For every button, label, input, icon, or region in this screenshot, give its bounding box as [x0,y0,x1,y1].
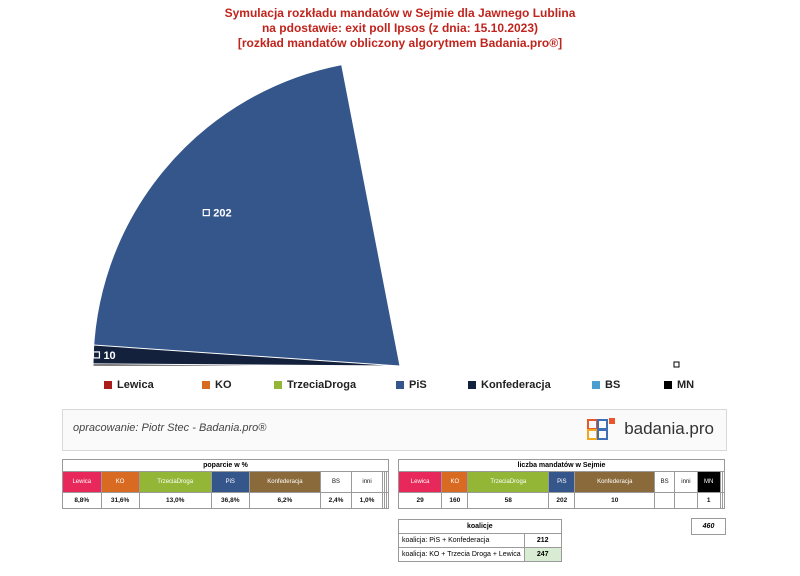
seats-value-cell [674,492,698,509]
support-party-cell: TrzeciaDroga [138,471,212,493]
badania-logo-text: badania.pro [624,419,714,438]
seats-value-cell: 160 [441,492,469,509]
coalition-row: koalicja: KO + Trzecia Droga + Lewica 247 [398,547,562,562]
support-header: poparcie w % [62,459,389,472]
support-party-cell: PiS [210,471,250,493]
legend-swatch [202,381,210,389]
slice-label-konfederacja: 10 [92,350,116,362]
support-party-cell: Konfederacja [248,471,322,493]
legend-item-bs: BS [592,378,620,392]
badania-logo: badania.pro [586,416,714,442]
svg-text:202: 202 [213,208,231,220]
slice-mn [92,363,401,367]
legend-swatch [396,381,404,389]
legend-label: Lewica [117,379,154,391]
chart-title-line-1: Symulacja rozkładu mandatów w Sejmie dla… [224,6,576,20]
chart-title-line-2: na pdostawie: exit poll Ipsos (z dnia: 1… [261,21,539,35]
seats-table: liczba mandatów w Sejmie Lewica KO TrzeciaD… [397,459,726,509]
credit-text: opracowanie: Piotr Stec - Badania.pro® [73,422,267,434]
legend-label: Konfederacja [481,379,551,391]
support-party-cell: inni [351,471,384,493]
seats-party-cell: Lewica [397,471,443,493]
seats-party-cell: KO [441,471,469,493]
legend-label: KO [215,379,232,391]
support-table: poparcie w % Lewica KO TrzeciaDroga PiS Konfe… [62,459,390,509]
seats-party-cell: TrzeciaDroga [467,471,550,493]
support-value-cell: 8,8% [62,492,102,509]
support-party-cell: Lewica [62,471,102,493]
seats-party-cell: MN [696,471,721,493]
legend-label: MN [677,379,695,391]
support-value-cell: 2,4% [320,492,353,509]
slice-label-pis: 202 [202,208,232,220]
legend-item-konfederacja: Konfederacja [468,378,551,392]
coalitions-table: koalicje koalicja: PiS + Konfederacja 212 k… [398,519,562,562]
coalition-value: 247 [523,547,562,562]
seats-value-cell: 29 [397,492,443,509]
support-value-cell: 31,6% [100,492,140,509]
seats-value-cell: 10 [574,492,656,509]
seats-value-cell [721,492,726,509]
support-party-cell: BS [320,471,353,493]
support-value-cell: 36,8% [210,492,250,509]
seats-value-cell: 202 [548,492,576,509]
support-party-cell [385,471,390,493]
slice-pis [92,64,401,367]
coalition-value: 212 [523,533,562,548]
seats-value-cell: 58 [467,492,550,509]
legend-label: TrzeciaDroga [287,379,357,391]
seats-header: liczba mandatów w Sejmie [398,459,725,472]
legend-swatch [664,381,672,389]
seats-party-cell: BS [654,471,676,493]
support-value-cell: 6,2% [248,492,322,509]
seats-party-cell: Konfederacja [574,471,656,493]
seats-value-cell: 1 [696,492,721,509]
slice-marker-mn [673,361,680,368]
legend-label: BS [605,379,621,391]
seats-total: 460 [691,518,726,535]
coalition-label: koalicja: KO + Trzecia Droga + Lewica [398,547,525,562]
chart-title-line-3: [rozkład mandatów obliczony algorytmem B… [237,36,563,50]
support-value-cell: 1,0% [351,492,384,509]
legend-label: PiS [409,379,427,391]
coalition-label: koalicja: PiS + Konfederacja [398,533,525,548]
legend-item-ko: KO [202,378,232,392]
credit-box: opracowanie: Piotr Stec - Badania.pro® b… [62,409,727,451]
legend-swatch [274,381,282,389]
coalition-row: koalicja: PiS + Konfederacja 212 [398,533,562,548]
legend-item-trzeciadroga: TrzeciaDroga [274,378,356,392]
seats-party-cell [721,471,726,493]
support-value-cell [385,492,390,509]
support-party-cell: KO [100,471,140,493]
svg-text:10: 10 [103,350,115,362]
legend-item-pis: PiS [396,378,427,392]
badania-logo-icon [587,418,616,440]
legend-item-mn: MN [664,378,694,392]
legend-swatch [468,381,476,389]
legend-item-lewica: Lewica [104,378,154,392]
legend-swatch [104,381,112,389]
seats-party-cell: inni [674,471,698,493]
seats-value-cell [654,492,676,509]
legend-swatch [592,381,600,389]
coalitions-header: koalicje [398,519,562,534]
seats-party-cell: PiS [548,471,576,493]
support-value-cell: 13,0% [138,492,212,509]
